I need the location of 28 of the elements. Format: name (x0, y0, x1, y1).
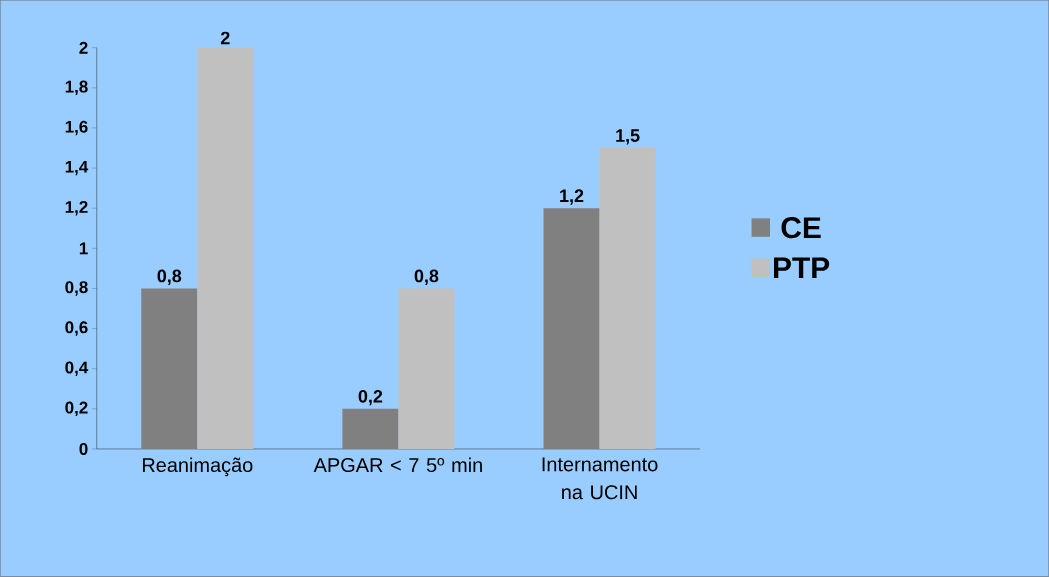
bar (599, 148, 656, 450)
y-tick-label: 1,6 (65, 120, 88, 136)
legend-label: CE (781, 217, 821, 239)
bar (197, 47, 254, 450)
y-tick-label: 2 (79, 41, 88, 54)
bar (141, 288, 198, 450)
x-tick-label: APGAR < 7 5º min (313, 457, 482, 473)
x-tick-label: Reanimação (143, 457, 253, 477)
legend-label: PTP (774, 257, 830, 279)
data-label: 1,2 (560, 189, 584, 205)
y-tick-label: 0 (79, 443, 88, 456)
y-tick-label: 0,6 (65, 321, 88, 336)
bar (543, 208, 600, 450)
y-tick-label: 0,8 (65, 281, 88, 296)
data-label: 0,8 (157, 269, 182, 286)
data-label: 0,8 (414, 269, 439, 286)
bar (398, 288, 455, 450)
data-label: 0,2 (358, 390, 383, 406)
y-tick-label: 1,4 (65, 161, 89, 176)
data-label: 1,5 (616, 129, 640, 145)
y-tick-label: 1 (79, 242, 88, 255)
bar (342, 408, 399, 450)
y-tick-label: 0,4 (65, 361, 89, 377)
y-tick-label: 1,2 (65, 201, 88, 216)
y-tick-label: 0,2 (65, 401, 88, 417)
y-tick-label: 1,8 (65, 80, 88, 96)
data-label: 2 (220, 31, 230, 45)
x-tick-label: Internamento na UCIN (542, 457, 658, 500)
